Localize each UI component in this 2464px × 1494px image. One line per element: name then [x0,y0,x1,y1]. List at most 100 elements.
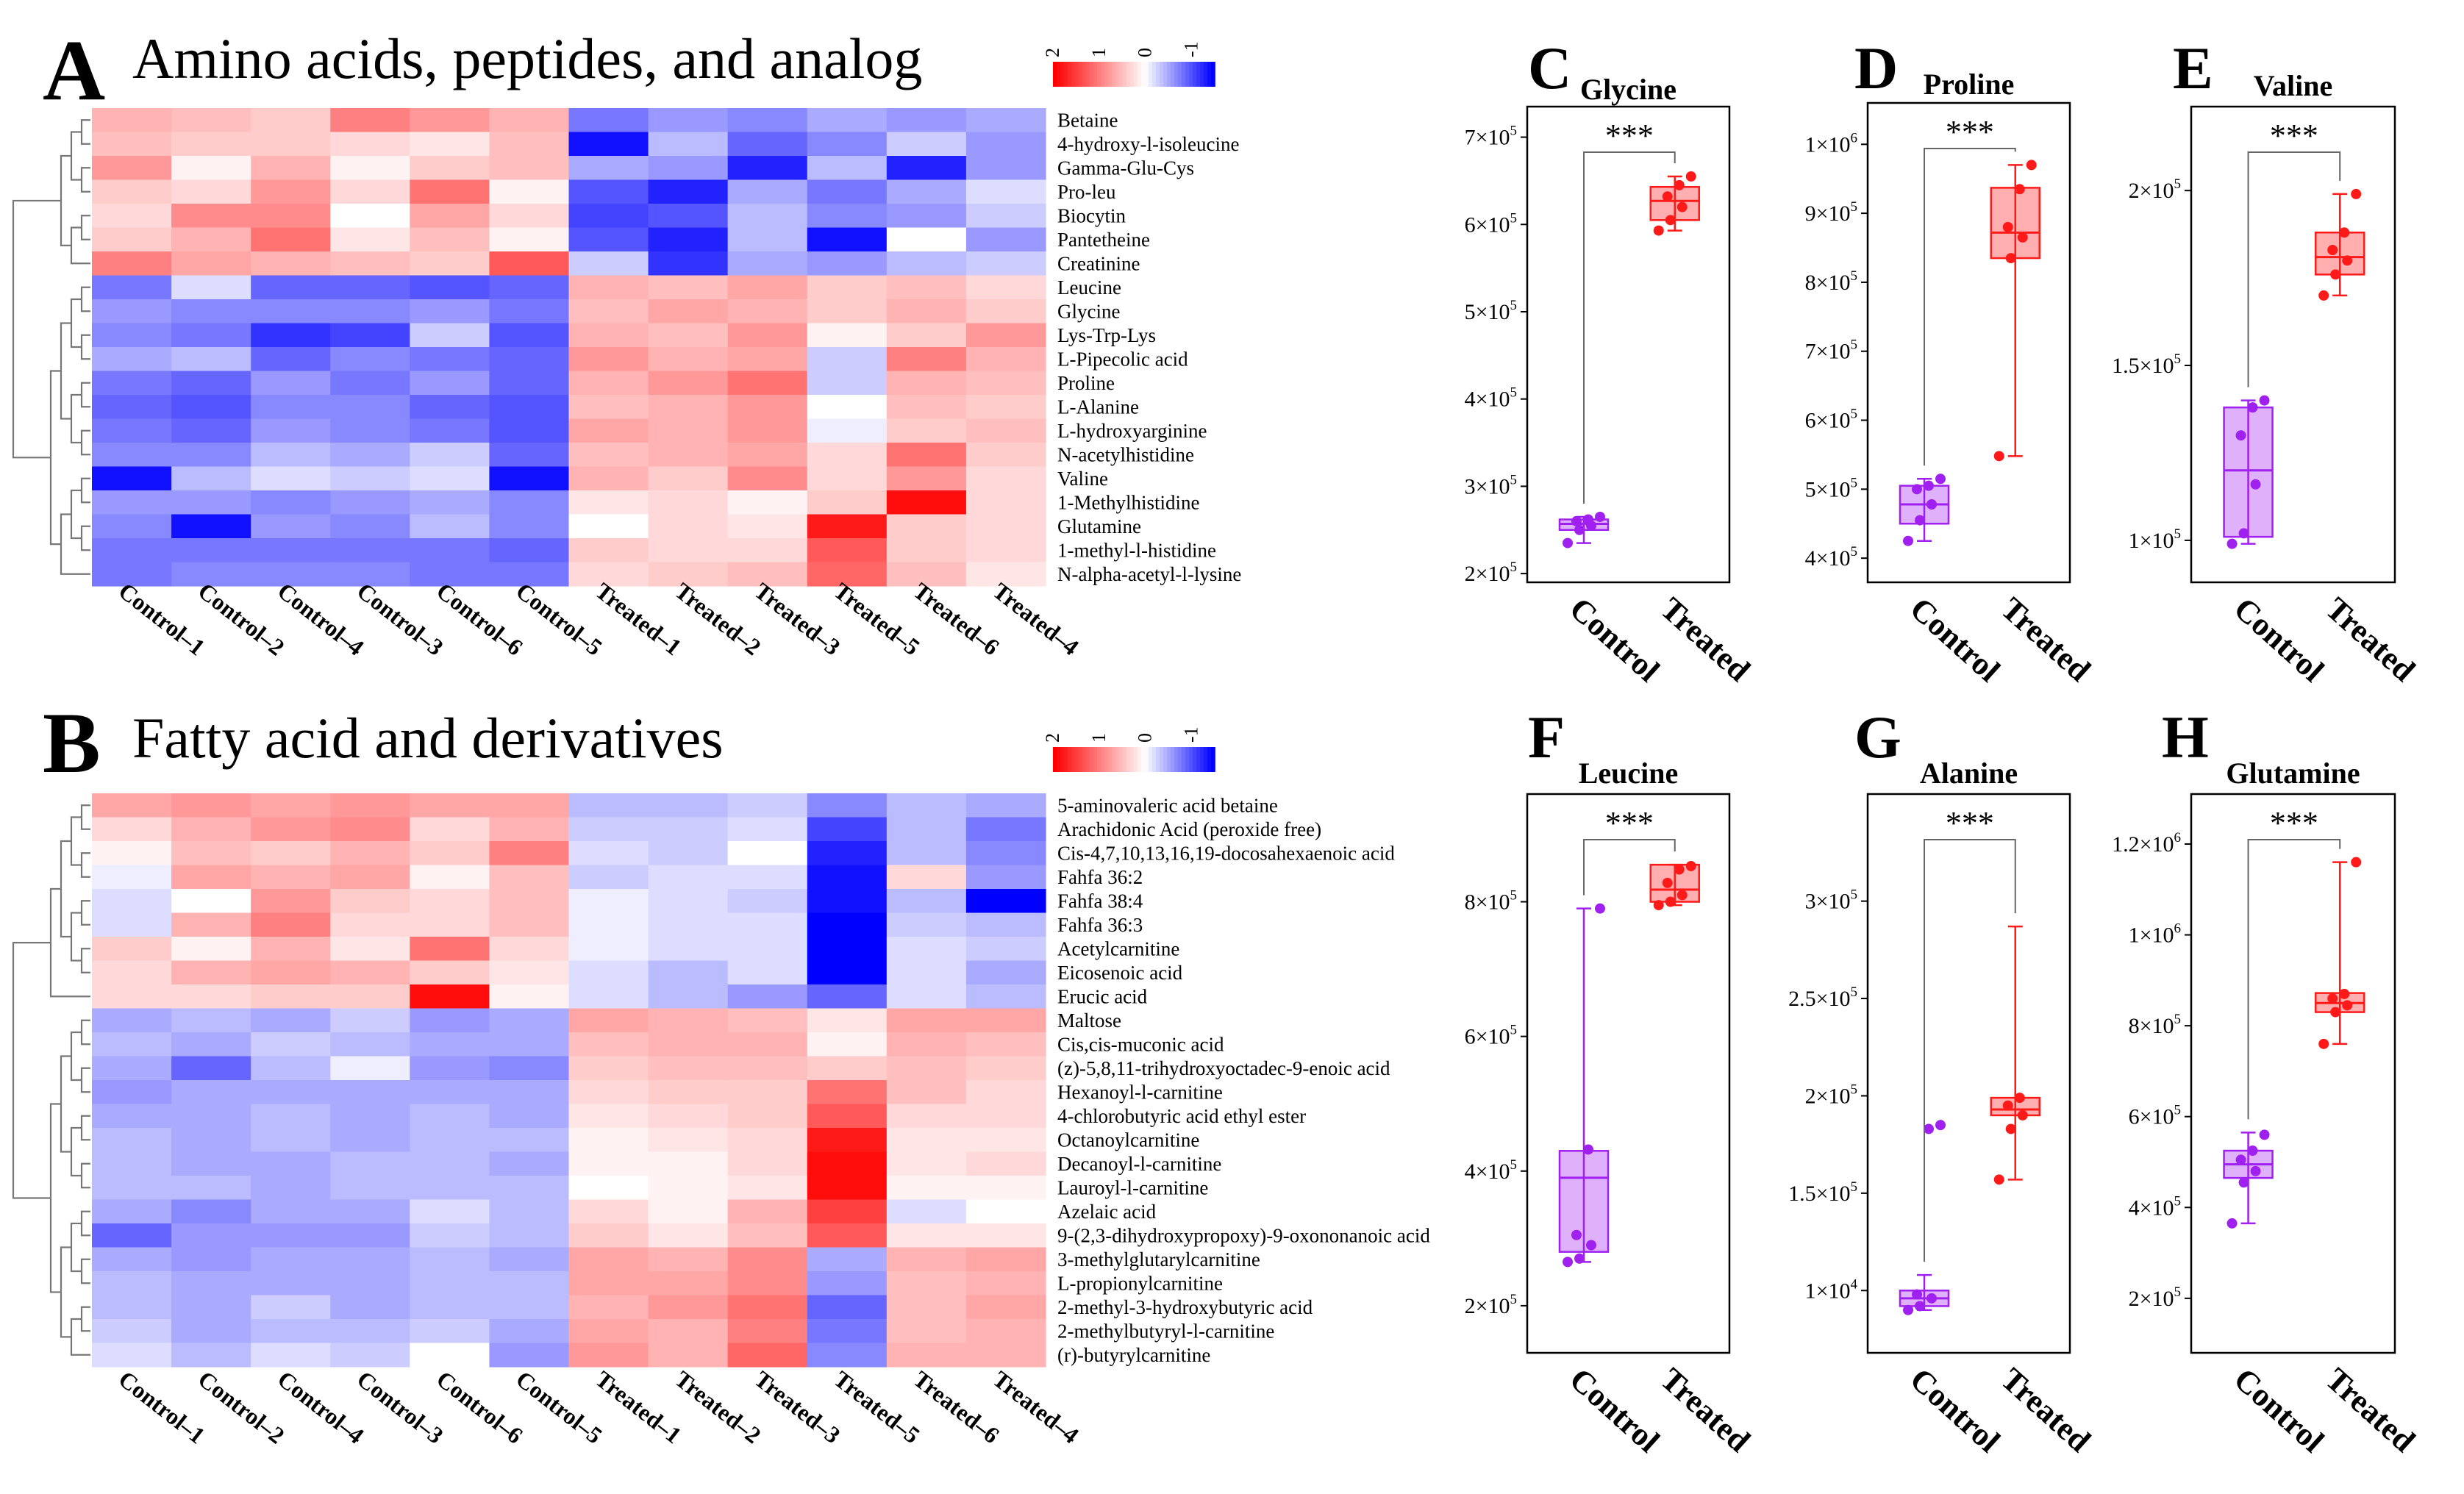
heatmap-cell [330,841,410,866]
data-point [2026,160,2037,171]
heatmap-cell [410,1343,490,1368]
heatmap-cell [330,562,410,587]
heatmap-cell [92,1295,172,1320]
legend-swatch [1141,747,1146,772]
heatmap-cell [410,490,490,515]
heatmap-cell [171,323,251,348]
legend-swatch [1149,62,1153,87]
heatmap-cell [330,1056,410,1081]
heatmap-cell [410,1128,490,1153]
heatmap-cell [489,251,570,276]
box-group-treated [1990,925,2040,1185]
heatmap-cell [410,793,490,818]
row-label: 3-methylglutarylcarnitine [1057,1248,1260,1270]
legend-swatch [1174,747,1179,772]
heatmap-cell [330,490,410,515]
boxplot-title: Valine [2254,69,2332,102]
heatmap-cell [965,108,1046,133]
box-group-treated [1990,160,2040,462]
column-label: Treated–2 [670,577,765,660]
heatmap-cell [807,371,888,396]
heatmap-cell [92,538,172,563]
heatmap-cell [965,1343,1046,1368]
heatmap-cell [568,1247,649,1272]
legend-swatch [1060,747,1065,772]
data-point [2339,988,2350,999]
legend-swatch [1104,62,1109,87]
heatmap-cell [171,1151,251,1176]
heatmap-cell [330,1151,410,1176]
heatmap-cell [489,1319,570,1344]
column-label: Control–1 [114,1365,210,1448]
legend-swatch [1101,62,1105,87]
heatmap-cell [807,299,888,324]
heatmap-cell [568,108,649,133]
heatmap-cell [727,1056,808,1081]
heatmap-cell [330,912,410,937]
column-label: Control–2 [193,577,290,660]
boxplot-title: Glutamine [2226,757,2360,790]
row-label: Gamma-Glu-Cys [1057,157,1194,179]
row-label: 1-methyl-l-histidine [1057,539,1216,561]
heatmap-cell [489,1032,570,1057]
heatmap-cell [727,227,808,252]
significance-bracket [2247,839,2341,1120]
legend-tick: 2 [1042,733,1063,743]
legend-swatch [1163,747,1168,772]
heatmap-cell [92,1128,172,1153]
data-point [2226,538,2238,549]
heatmap-cell [489,299,570,324]
heatmap-cell [727,841,808,866]
heatmap-cell [648,418,729,443]
y-tick-label: 3×105 [1805,887,1857,914]
data-point [2247,402,2258,413]
legend-swatch [1126,747,1131,772]
heatmap-cell [648,1247,729,1272]
heatmap-cell [92,466,172,491]
y-tick-label: 7×105 [1805,337,1857,364]
heatmap-cell [251,1319,331,1344]
heatmap-cell [886,443,967,468]
row-label: Hexanoyl-l-carnitine [1057,1081,1223,1103]
data-point [1935,473,1946,485]
heatmap-cell [410,1056,490,1081]
heatmap-cell [886,984,967,1009]
legend-tick: -1 [1181,726,1202,743]
heatmap-cell [965,1319,1046,1344]
heatmap-cell [489,108,570,133]
heatmap-cell [489,418,570,443]
data-point [2330,1007,2341,1018]
heatmap-cell [648,1080,729,1105]
heatmap-cell [330,156,410,181]
heatmap-cell [807,937,888,962]
heatmap-cell [489,514,570,539]
heatmap-cell [807,1271,888,1296]
legend-swatch [1211,62,1215,87]
heatmap-cell [727,204,808,229]
data-point [2250,479,2261,490]
box-group-control [1899,473,1950,546]
legend-swatch [1171,62,1175,87]
row-label: Pro-leu [1057,181,1116,203]
heatmap-cell [965,204,1046,229]
significance-stars: *** [1605,805,1654,841]
heatmap-cell [807,443,888,468]
row-label: Acetylcarnitine [1057,937,1179,959]
heatmap-cell [330,960,410,985]
row-label: Azelaic acid [1057,1201,1157,1223]
heatmap-cell [727,1080,808,1105]
heatmap-cell [807,251,888,276]
heatmap-cell [330,1104,410,1129]
heatmap-cell [410,204,490,229]
heatmap-cell [92,1008,172,1033]
heatmap-cell [807,1176,888,1201]
heatmap-cell [251,371,331,396]
heatmap-cell [568,1199,649,1224]
heatmap-cell [92,1319,172,1344]
data-point [2226,1218,2238,1229]
heatmap-cell [251,323,331,348]
heatmap-cell [251,1199,331,1224]
heatmap-cell [568,1128,649,1153]
heatmap-cell [648,132,729,157]
heatmap-cell [410,466,490,491]
